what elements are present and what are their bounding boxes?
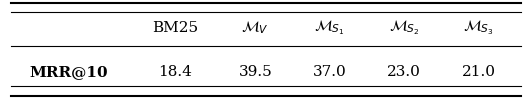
Text: $\mathcal{M}_{S_3}$: $\mathcal{M}_{S_3}$ bbox=[463, 19, 494, 37]
Text: $\mathcal{M}_V$: $\mathcal{M}_V$ bbox=[242, 20, 269, 36]
Text: MRR@10: MRR@10 bbox=[30, 65, 109, 79]
Text: 39.5: 39.5 bbox=[238, 65, 272, 79]
Text: 21.0: 21.0 bbox=[462, 65, 496, 79]
Text: 37.0: 37.0 bbox=[313, 65, 347, 79]
Text: BM25: BM25 bbox=[153, 21, 198, 35]
Text: $\mathcal{M}_{S_1}$: $\mathcal{M}_{S_1}$ bbox=[314, 19, 345, 37]
Text: 23.0: 23.0 bbox=[387, 65, 421, 79]
Text: $\mathcal{M}_{S_2}$: $\mathcal{M}_{S_2}$ bbox=[389, 19, 420, 37]
Text: 18.4: 18.4 bbox=[159, 65, 193, 79]
